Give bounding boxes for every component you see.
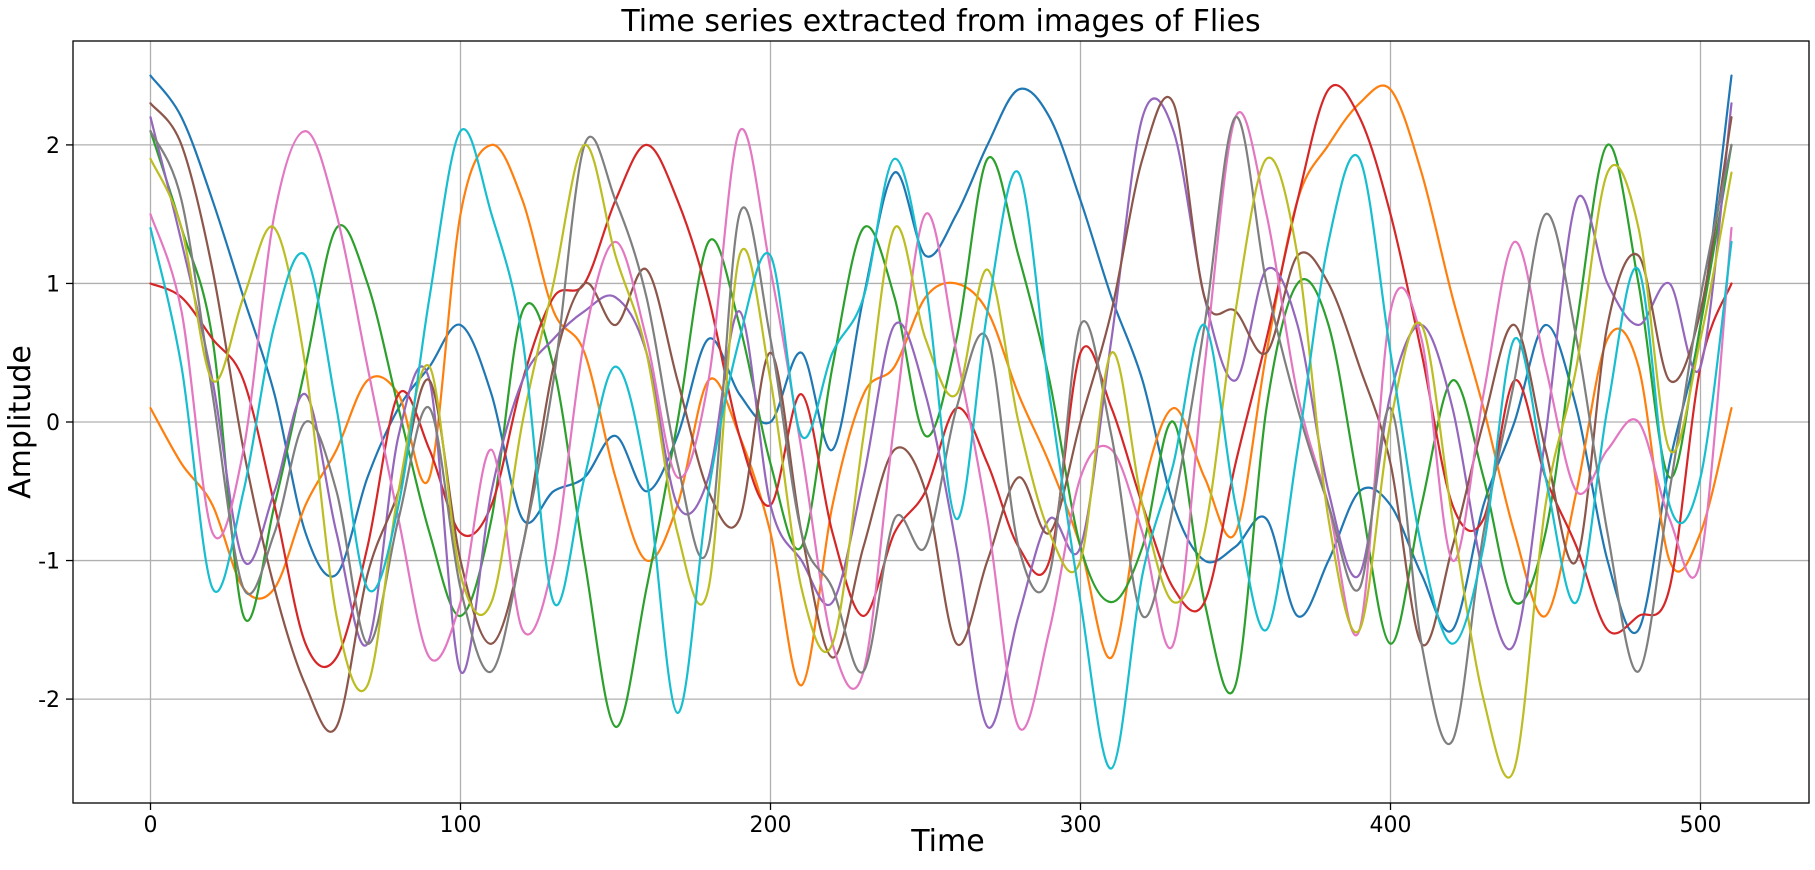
x-tick-label: 100 — [440, 813, 482, 838]
series-line-6 — [149, 95, 1733, 733]
x-tick-label: 400 — [1370, 813, 1412, 838]
y-tick-label: -2 — [38, 688, 60, 713]
series-lines — [149, 74, 1733, 779]
series-line-10 — [149, 128, 1733, 770]
series-line-9 — [149, 143, 1733, 779]
x-tick-label: 300 — [1060, 813, 1102, 838]
y-tick-label: 1 — [46, 272, 60, 297]
y-axis-label: Amplitude — [3, 345, 38, 499]
chart-title: Time series extracted from images of Fli… — [620, 4, 1260, 39]
y-tick-label: 2 — [46, 134, 60, 159]
series-line-8 — [149, 116, 1733, 745]
x-tick-label: 200 — [750, 813, 792, 838]
series-line-3 — [149, 130, 1733, 728]
y-tick-label: 0 — [46, 411, 60, 436]
y-tick-label: -1 — [38, 550, 60, 575]
series-line-2 — [149, 84, 1733, 687]
series-line-4 — [149, 83, 1733, 669]
x-tick-label: 500 — [1680, 813, 1722, 838]
series-line-7 — [149, 111, 1733, 731]
axis-ticks: 0 100 200 300 400 500 -2 -1 0 1 2 — [38, 134, 1721, 838]
x-tick-label: 0 — [144, 813, 158, 838]
x-axis-label: Time — [910, 824, 984, 859]
